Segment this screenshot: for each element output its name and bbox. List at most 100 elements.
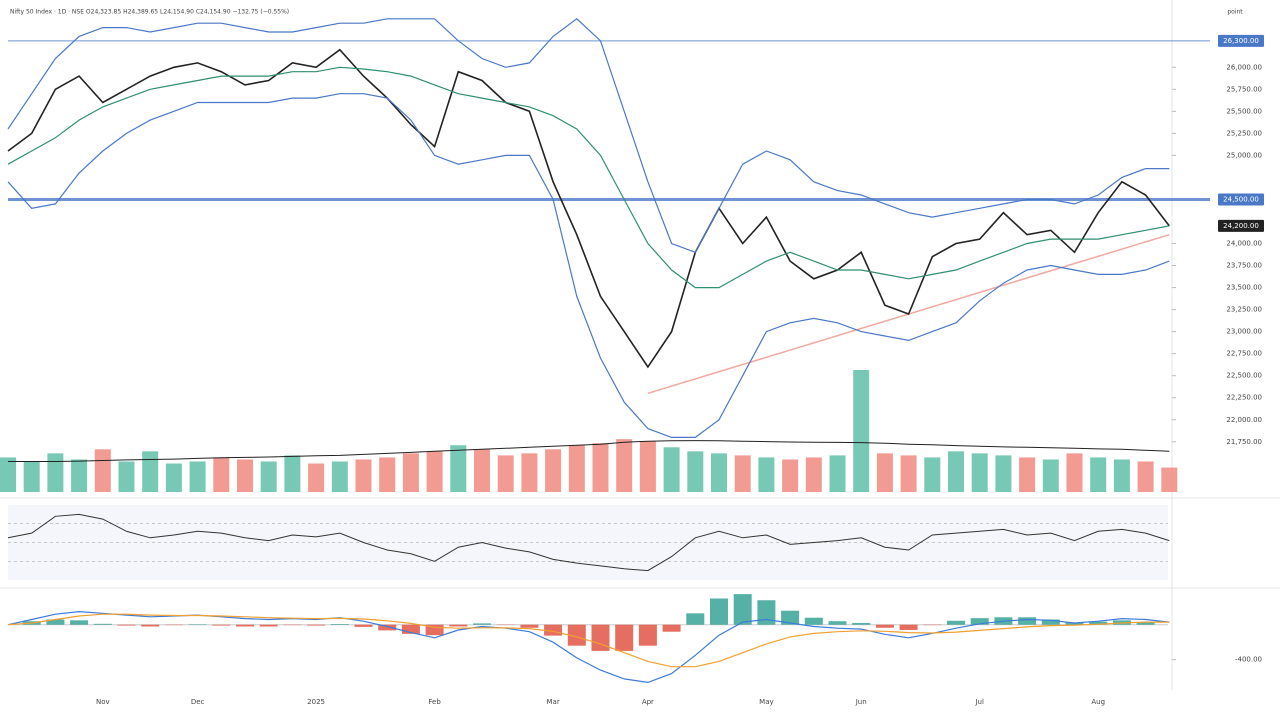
volume-bar xyxy=(213,457,230,492)
volume-bar xyxy=(900,455,917,492)
histogram-bar xyxy=(1089,621,1108,625)
volume-bar xyxy=(592,443,609,492)
volume-bar xyxy=(1090,457,1107,492)
price-line xyxy=(7,93,1170,438)
volume-bar xyxy=(1161,467,1178,492)
histogram-bar xyxy=(615,624,634,651)
volume-bar xyxy=(237,459,253,492)
macd-line xyxy=(7,610,1170,684)
histogram-bar xyxy=(947,620,965,625)
volume-bar xyxy=(379,457,396,492)
y-tick-label: 22,500.00 xyxy=(1226,372,1262,380)
histogram-bar xyxy=(638,624,657,646)
volume-bar xyxy=(948,451,964,492)
x-tick-label: Jul xyxy=(974,698,984,706)
volume-bar xyxy=(331,461,348,492)
last-price-label-box xyxy=(1218,219,1264,232)
volume-bar xyxy=(165,463,182,492)
y-tick-label: 23,500.00 xyxy=(1226,284,1262,292)
x-tick-label: Jun xyxy=(855,698,867,706)
y-tick-label: 21,750.00 xyxy=(1226,438,1262,446)
volume-bar xyxy=(47,453,64,492)
x-tick-label: Nov xyxy=(96,698,110,706)
histogram-bar xyxy=(449,624,468,627)
volume-bar xyxy=(118,461,135,492)
volume-bar xyxy=(971,453,988,492)
y-tick-label: 23,750.00 xyxy=(1226,262,1262,270)
x-tick-label: Mar xyxy=(546,698,559,706)
histogram-bar xyxy=(875,624,894,628)
volume-bar xyxy=(758,457,775,492)
histogram-bar xyxy=(804,617,823,625)
histogram-bar xyxy=(1065,622,1084,625)
histogram-bar xyxy=(781,610,800,625)
volume-bar xyxy=(474,449,490,492)
histogram-bar xyxy=(970,618,989,625)
chart-title: Nifty 50 Index · 1D · NSE O24,323.85 H24… xyxy=(10,9,289,16)
x-tick-label: Aug xyxy=(1091,698,1105,706)
volume-bar xyxy=(1066,453,1083,492)
histogram-bar xyxy=(117,624,136,626)
volume-bar xyxy=(805,457,822,492)
volume-bar xyxy=(924,457,941,492)
y-tick-label: 22,000.00 xyxy=(1226,416,1262,424)
histogram-bar xyxy=(473,623,491,625)
histogram-bar xyxy=(236,624,254,627)
volume-bar xyxy=(1019,457,1036,492)
x-tick-label: Feb xyxy=(428,698,441,706)
y-tick-label: 25,500.00 xyxy=(1226,107,1262,115)
x-tick-label: Apr xyxy=(642,698,654,706)
histogram-bar xyxy=(70,620,89,625)
y-tick-label: 26,000.00 xyxy=(1226,63,1262,71)
volume-bar xyxy=(23,461,40,492)
histogram-bar xyxy=(1136,622,1155,625)
volume-bar xyxy=(545,449,562,492)
volume-bar xyxy=(260,461,277,492)
price-line xyxy=(7,66,1170,289)
volume-bar xyxy=(876,453,893,492)
x-tick-label: Dec xyxy=(191,698,205,706)
histogram-bar xyxy=(401,624,420,634)
volume-bar xyxy=(711,453,727,492)
price-line xyxy=(7,18,1170,254)
histogram-bar xyxy=(544,624,563,636)
histogram-bar xyxy=(378,624,397,631)
histogram-bar xyxy=(307,624,326,626)
histogram-bar xyxy=(330,624,349,625)
histogram-bar xyxy=(93,623,112,625)
histogram-bar xyxy=(46,619,65,625)
volume-bar xyxy=(355,459,372,492)
volume-bar xyxy=(687,451,704,492)
histogram-bar xyxy=(259,624,278,627)
macd-line xyxy=(7,613,1170,668)
volume-bar xyxy=(308,463,325,492)
volume-bar xyxy=(426,451,443,492)
volume-bar xyxy=(1137,461,1154,492)
histogram-bar xyxy=(354,624,373,627)
volume-ma-line xyxy=(8,440,1170,462)
volume-bar xyxy=(497,455,514,492)
histogram-bar xyxy=(757,600,776,625)
histogram-bar xyxy=(828,621,847,625)
volume-bar xyxy=(1042,459,1059,492)
volume-bar xyxy=(995,455,1012,492)
histogram-bar xyxy=(710,598,728,625)
volume-bar xyxy=(450,445,467,492)
volume-bar xyxy=(284,455,301,492)
histogram-bar xyxy=(899,624,918,630)
histogram-bar xyxy=(591,624,610,651)
volume-bar xyxy=(94,449,111,492)
y-tick-label: 25,750.00 xyxy=(1226,85,1262,93)
y-tick-label: 23,000.00 xyxy=(1226,328,1262,336)
hline-label: 26,300.00 xyxy=(1223,37,1259,45)
hline-label: 24,500.00 xyxy=(1223,195,1259,203)
y-tick-label: 22,750.00 xyxy=(1226,350,1262,358)
histogram-bar xyxy=(733,594,752,625)
y-tick-label: 25,250.00 xyxy=(1226,129,1262,137)
volume-bar xyxy=(521,453,538,492)
volume-bar xyxy=(782,459,799,492)
y-tick-label: -400.00 xyxy=(1235,656,1262,664)
volume-bar xyxy=(639,441,656,492)
volume-bar xyxy=(402,453,419,492)
hline-label-box xyxy=(1218,193,1264,206)
